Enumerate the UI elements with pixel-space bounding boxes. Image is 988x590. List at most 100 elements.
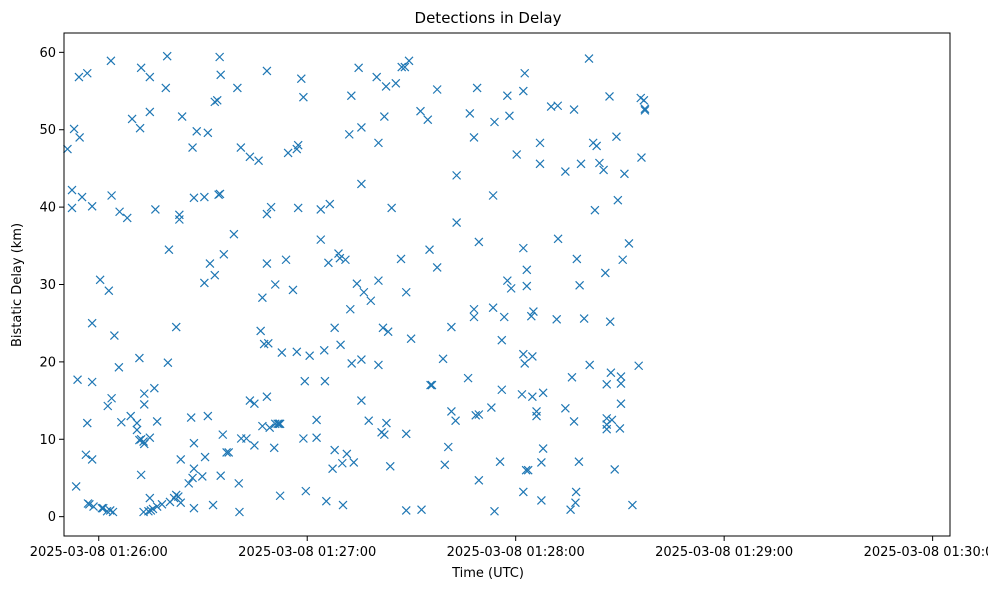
data-point xyxy=(452,170,462,180)
data-point xyxy=(197,471,207,481)
data-point xyxy=(164,245,174,255)
data-point xyxy=(275,419,285,429)
data-point xyxy=(122,213,132,223)
data-point xyxy=(379,430,389,440)
y-tick-label: 40 xyxy=(39,201,56,216)
data-point xyxy=(401,506,411,515)
data-point xyxy=(177,112,187,121)
data-point xyxy=(132,425,142,435)
data-point xyxy=(416,106,425,116)
data-point xyxy=(69,124,79,134)
data-point xyxy=(378,323,388,333)
data-point xyxy=(189,503,199,513)
data-point xyxy=(109,331,119,340)
data-point xyxy=(585,360,595,370)
y-tick-label: 20 xyxy=(39,355,56,370)
data-point xyxy=(400,62,410,72)
data-point xyxy=(186,413,196,423)
data-point xyxy=(63,144,72,154)
data-point xyxy=(232,83,242,93)
data-point xyxy=(401,429,411,439)
data-point xyxy=(602,413,612,423)
x-tick-label: 2025-03-08 01:26:00 xyxy=(30,545,168,560)
data-point xyxy=(188,473,197,483)
data-point xyxy=(452,218,462,228)
data-markers xyxy=(63,51,650,517)
x-tick-label: 2025-03-08 01:30:00 xyxy=(864,545,988,560)
data-point xyxy=(157,499,167,509)
data-point xyxy=(432,85,442,94)
data-point xyxy=(235,507,244,517)
data-point xyxy=(316,205,326,214)
data-point xyxy=(607,415,617,425)
data-point xyxy=(590,205,600,215)
data-point xyxy=(520,68,530,78)
data-point xyxy=(337,458,347,468)
data-point xyxy=(95,275,105,285)
data-point xyxy=(269,443,279,453)
data-point xyxy=(440,460,450,470)
data-point xyxy=(316,235,326,245)
data-point xyxy=(321,496,331,506)
chart-title: Detections in Delay xyxy=(415,9,562,27)
data-point xyxy=(173,492,183,501)
data-point xyxy=(354,63,364,73)
data-point xyxy=(379,112,389,121)
data-point xyxy=(87,377,97,387)
data-point xyxy=(312,433,322,443)
data-point xyxy=(569,105,579,115)
data-point xyxy=(372,72,382,82)
data-point xyxy=(446,406,456,416)
data-point xyxy=(292,347,302,357)
data-point xyxy=(518,487,528,497)
data-point xyxy=(265,423,275,433)
data-point xyxy=(518,349,528,359)
data-point xyxy=(488,303,498,313)
data-point xyxy=(605,317,615,327)
data-point xyxy=(270,280,280,289)
data-point xyxy=(245,396,255,406)
data-point xyxy=(364,416,374,426)
data-point xyxy=(150,205,160,214)
data-point xyxy=(262,66,272,76)
data-point xyxy=(488,191,498,200)
data-point xyxy=(594,158,604,168)
data-point xyxy=(505,111,514,121)
data-point xyxy=(176,454,186,464)
data-point xyxy=(148,504,158,514)
data-point xyxy=(518,243,528,253)
data-point xyxy=(82,418,92,428)
data-point xyxy=(139,437,148,447)
data-point xyxy=(356,355,366,364)
data-point xyxy=(522,265,532,275)
data-point xyxy=(192,126,202,136)
x-tick-label: 2025-03-08 01:28:00 xyxy=(447,545,585,560)
data-point xyxy=(499,312,509,322)
data-point xyxy=(602,379,612,389)
data-point xyxy=(263,338,273,348)
data-point xyxy=(571,487,581,497)
data-point xyxy=(527,352,537,361)
data-point xyxy=(254,156,263,166)
data-point xyxy=(127,114,137,124)
data-point xyxy=(342,449,352,459)
data-point xyxy=(600,268,610,278)
x-tick-label: 2025-03-08 01:29:00 xyxy=(655,545,793,560)
data-point xyxy=(616,372,626,382)
data-point xyxy=(575,280,585,290)
data-point xyxy=(105,506,115,515)
data-point xyxy=(486,403,496,412)
data-point xyxy=(387,203,397,213)
data-point xyxy=(189,193,199,203)
data-point xyxy=(145,107,155,117)
data-point xyxy=(215,52,225,62)
data-point xyxy=(107,393,117,403)
data-point xyxy=(535,138,545,148)
data-point xyxy=(474,237,484,247)
data-point xyxy=(639,95,649,105)
data-point xyxy=(188,143,197,152)
data-point xyxy=(262,209,272,219)
data-point xyxy=(293,140,303,150)
data-point xyxy=(330,445,340,455)
